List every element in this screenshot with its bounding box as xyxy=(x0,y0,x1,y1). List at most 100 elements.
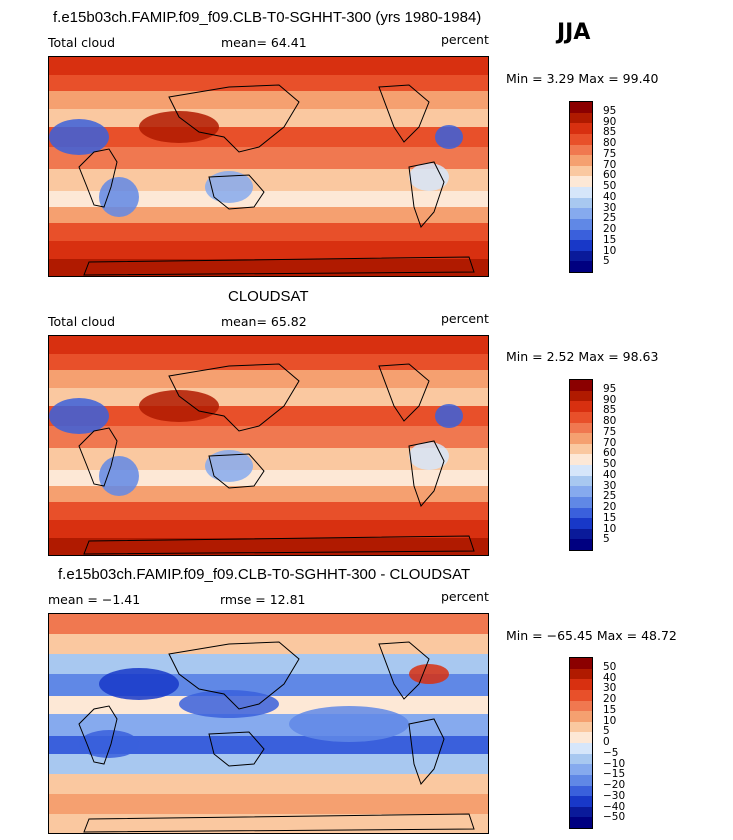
field-band xyxy=(49,370,488,388)
colorbar-swatch xyxy=(570,465,592,476)
colorbar-swatch xyxy=(570,187,592,198)
colorbar-label: −10 xyxy=(603,757,626,770)
colorbar-swatch xyxy=(570,507,592,519)
colorbar-label: 60 xyxy=(603,447,617,460)
colorbar-label: 80 xyxy=(603,415,617,427)
colorbar-swatch xyxy=(570,102,592,113)
colorbar-label: 40 xyxy=(603,671,617,684)
colorbar-label: 95 xyxy=(603,104,617,117)
colorbar-label: 15 xyxy=(603,703,617,716)
panel3-map xyxy=(48,613,489,834)
colorbar-label: 50 xyxy=(603,458,617,470)
panel3-title: f.e15b03ch.FAMIP.f09_f09.CLB-T0-SGHHT-30… xyxy=(58,566,471,583)
colorbar-swatch xyxy=(570,668,592,680)
colorbar-label: 95 xyxy=(603,382,617,395)
colorbar-label: 50 xyxy=(603,180,617,192)
field-blob xyxy=(99,177,139,217)
colorbar-label: 20 xyxy=(603,693,617,705)
field-band xyxy=(49,259,488,276)
panel3-mean: mean = −1.41 xyxy=(48,592,141,607)
field-blob xyxy=(179,690,279,718)
colorbar-label: 15 xyxy=(603,511,617,524)
field-band xyxy=(49,814,488,833)
panel3-units: percent xyxy=(441,589,489,604)
panel1-minmax: Min = 3.29 Max = 99.40 xyxy=(506,71,659,86)
colorbar-label: 0 xyxy=(603,736,610,748)
panel1-mean: mean= 64.41 xyxy=(221,35,307,50)
panel1-map xyxy=(48,56,489,277)
field-band xyxy=(49,614,488,634)
field-blob xyxy=(435,404,463,428)
field-band xyxy=(49,354,488,370)
field-band xyxy=(49,426,488,448)
field-band xyxy=(49,736,488,754)
colorbar-swatch xyxy=(570,689,592,701)
panel1-field xyxy=(49,57,488,276)
colorbar-swatch xyxy=(570,443,592,455)
panel2-mean: mean= 65.82 xyxy=(221,314,307,329)
colorbar-label: 15 xyxy=(603,233,617,246)
colorbar-swatch xyxy=(570,250,592,262)
colorbar-swatch xyxy=(570,475,592,487)
colorbar-label: 5 xyxy=(603,533,610,546)
colorbar-swatch xyxy=(570,539,592,550)
colorbar-label: 90 xyxy=(603,393,617,406)
colorbar-swatch xyxy=(570,796,592,807)
colorbar-swatch xyxy=(570,218,592,230)
colorbar-swatch xyxy=(570,764,592,775)
field-band xyxy=(49,223,488,241)
colorbar-swatch xyxy=(570,261,592,272)
main-title: f.e15b03ch.FAMIP.f09_f09.CLB-T0-SGHHT-30… xyxy=(53,9,482,26)
field-band xyxy=(49,147,488,169)
colorbar-label: 80 xyxy=(603,137,617,149)
colorbar-swatch xyxy=(570,165,592,177)
colorbar-label: 10 xyxy=(603,244,617,257)
colorbar-swatch xyxy=(570,700,592,712)
panel2-minmax: Min = 2.52 Max = 98.63 xyxy=(506,349,659,364)
field-band xyxy=(49,538,488,555)
colorbar-swatch xyxy=(570,197,592,209)
field-blob xyxy=(139,390,219,422)
panel2-variable: Total cloud xyxy=(48,314,116,329)
colorbar-label: 25 xyxy=(603,212,617,225)
field-band xyxy=(49,241,488,259)
field-blob xyxy=(409,664,449,684)
colorbar-swatch xyxy=(570,743,592,754)
colorbar-label: 10 xyxy=(603,714,617,727)
field-blob xyxy=(139,111,219,143)
colorbar-swatch xyxy=(570,155,592,166)
colorbar-swatch xyxy=(570,133,592,145)
field-blob xyxy=(79,730,139,758)
panel3-field xyxy=(49,614,488,833)
colorbar-swatch xyxy=(570,528,592,540)
field-band xyxy=(49,774,488,794)
colorbar-label: 30 xyxy=(603,682,617,695)
colorbar-swatch xyxy=(570,112,592,124)
panel1-colorbar xyxy=(569,101,593,273)
colorbar-swatch xyxy=(570,732,592,743)
field-blob xyxy=(205,171,253,203)
colorbar-swatch xyxy=(570,774,592,786)
field-blob xyxy=(99,668,179,700)
colorbar-swatch xyxy=(570,208,592,219)
field-blob xyxy=(99,456,139,496)
field-band xyxy=(49,754,488,774)
colorbar-swatch xyxy=(570,433,592,444)
field-band xyxy=(49,75,488,91)
field-band xyxy=(49,336,488,354)
colorbar-label: 20 xyxy=(603,501,617,513)
colorbar-swatch xyxy=(570,380,592,391)
field-blob xyxy=(435,125,463,149)
colorbar-swatch xyxy=(570,658,592,669)
field-band xyxy=(49,654,488,674)
panel1-units: percent xyxy=(441,32,489,47)
colorbar-swatch xyxy=(570,518,592,529)
field-band xyxy=(49,794,488,814)
colorbar-swatch xyxy=(570,454,592,465)
colorbar-label: 40 xyxy=(603,468,617,481)
colorbar-swatch xyxy=(570,679,592,690)
field-blob xyxy=(49,398,109,434)
colorbar-swatch xyxy=(570,486,592,497)
field-band xyxy=(49,634,488,654)
colorbar-label: 60 xyxy=(603,169,617,182)
